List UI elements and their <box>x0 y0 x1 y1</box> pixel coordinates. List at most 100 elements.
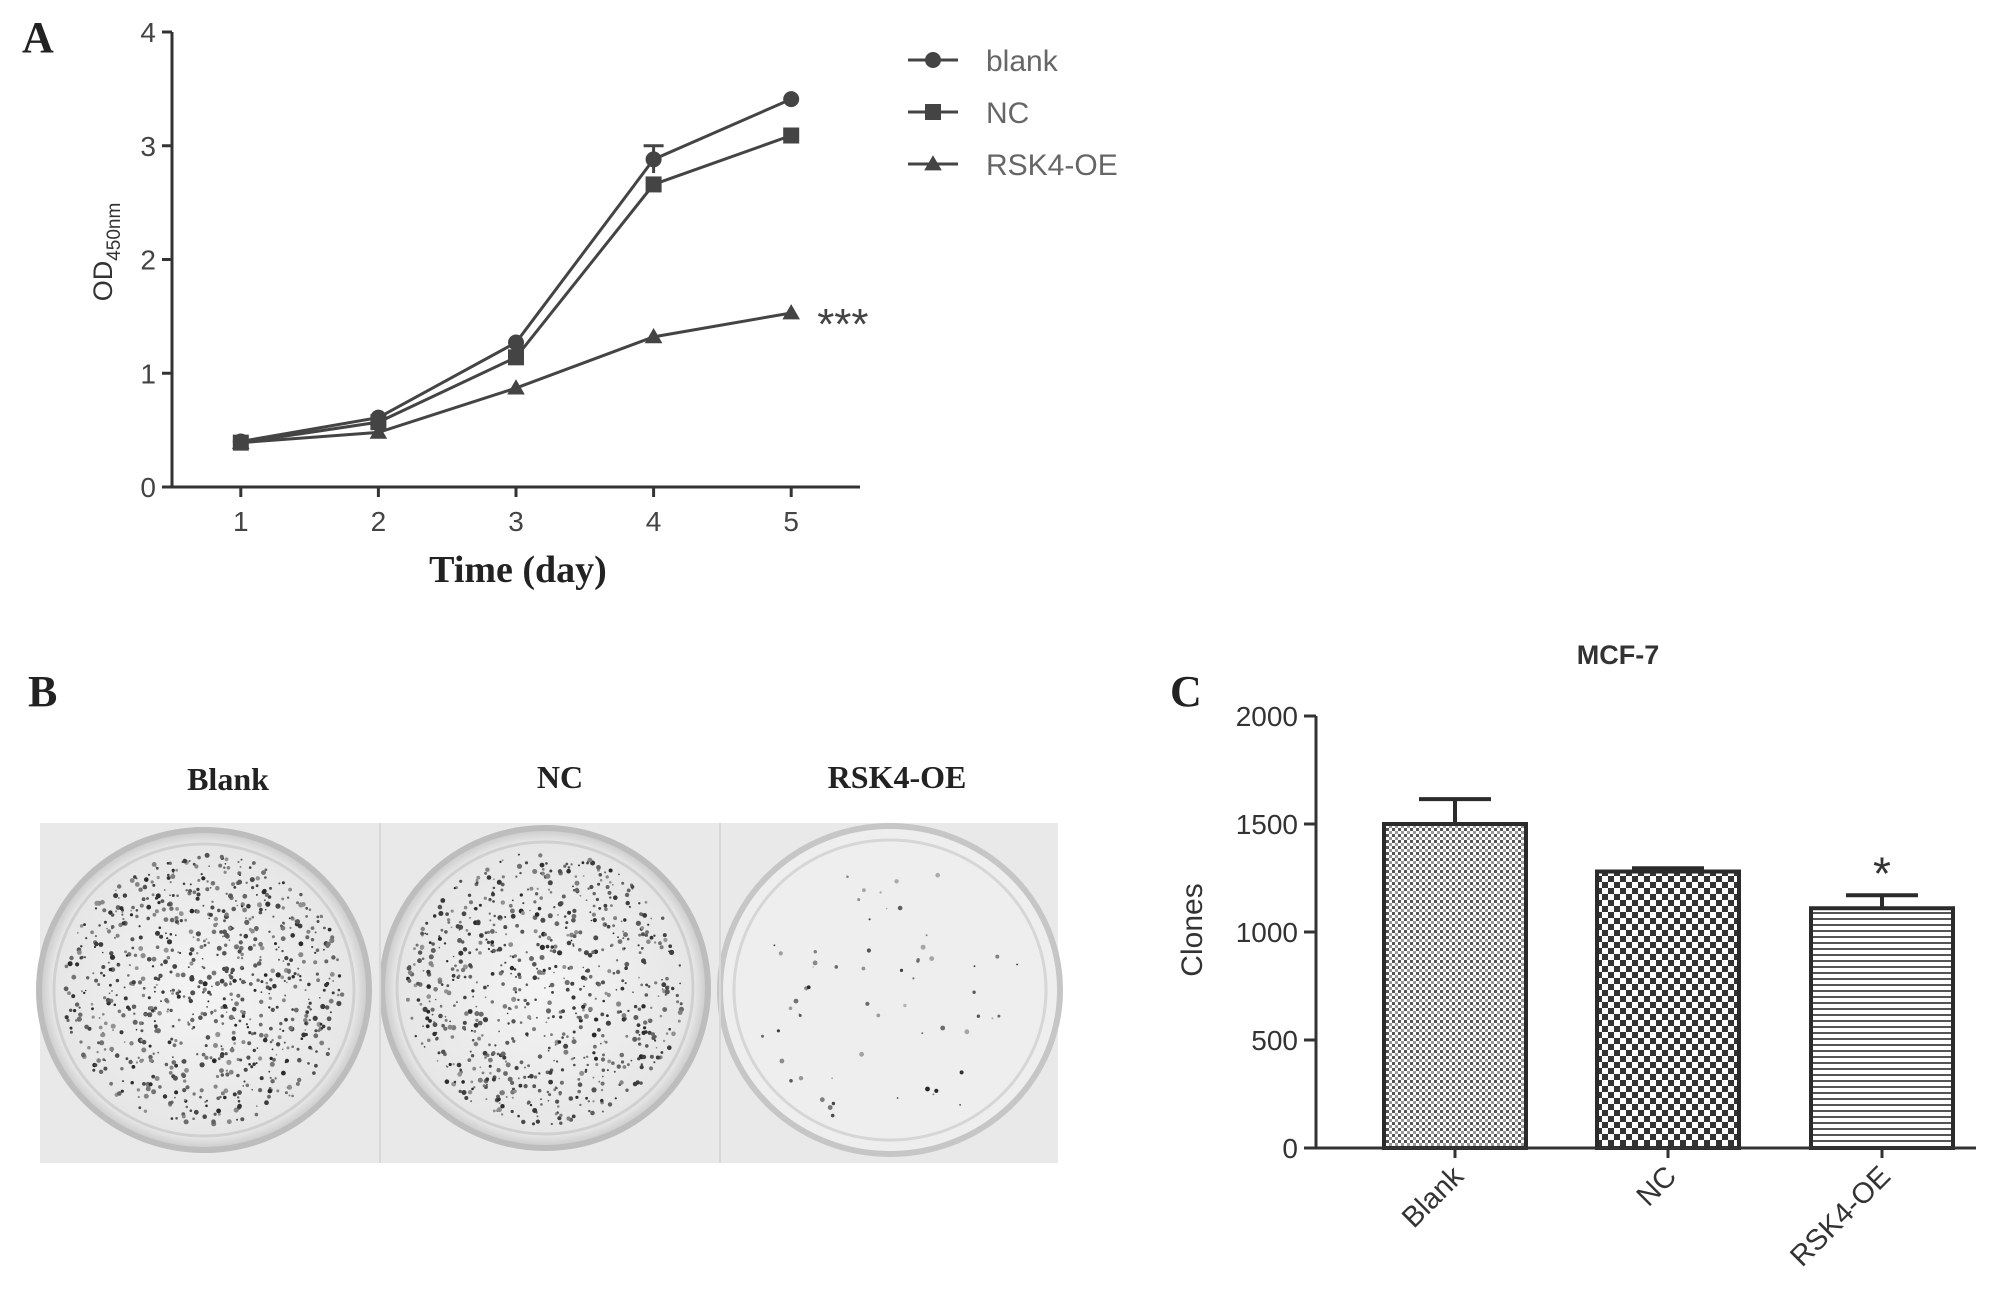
colony <box>319 1040 325 1046</box>
colony <box>208 865 211 867</box>
colony <box>269 1026 273 1031</box>
colony <box>197 878 201 882</box>
colony <box>859 1051 864 1057</box>
colony <box>512 1039 516 1043</box>
colony <box>109 951 114 956</box>
colony <box>166 1010 169 1013</box>
colony <box>420 926 425 932</box>
colony <box>879 891 882 894</box>
colony <box>575 1095 579 1099</box>
colony <box>223 1095 227 1100</box>
colony <box>225 1069 228 1072</box>
colony <box>115 994 118 997</box>
colony <box>174 916 179 921</box>
colony <box>299 892 303 897</box>
colony <box>85 937 88 940</box>
colony <box>75 1019 78 1022</box>
colony <box>140 1038 144 1042</box>
colony <box>138 946 144 951</box>
colony <box>147 1012 153 1018</box>
colony <box>613 916 618 921</box>
colony <box>866 948 872 953</box>
colony <box>472 1066 477 1071</box>
colony <box>595 897 600 902</box>
colony <box>240 1009 244 1014</box>
colony <box>216 1096 220 1101</box>
colony <box>295 1081 300 1086</box>
colony <box>493 914 496 918</box>
colony <box>607 969 612 974</box>
panel-c-clone-bar-chart: C MCF-7 Clones Blank NC RSK4-OE05001000150… <box>1170 640 1976 1273</box>
colony <box>577 1015 582 1020</box>
colony <box>115 978 120 983</box>
colony <box>272 1057 276 1062</box>
colony <box>187 1021 190 1024</box>
colony <box>272 983 277 989</box>
category-label-nc: NC <box>1631 1160 1683 1212</box>
colony <box>94 941 99 947</box>
colony <box>488 1064 492 1068</box>
colony <box>428 1019 432 1023</box>
colony <box>216 1108 222 1114</box>
colony <box>252 861 256 865</box>
colony <box>426 933 429 936</box>
colony <box>503 943 507 947</box>
colony <box>200 873 203 876</box>
colony <box>133 1012 136 1015</box>
colony <box>621 1017 626 1022</box>
colony <box>248 917 252 921</box>
colony <box>81 1052 86 1058</box>
colony <box>539 872 542 875</box>
colony <box>491 1077 496 1082</box>
colony <box>115 889 117 892</box>
colony <box>551 1015 555 1019</box>
colony <box>191 1027 194 1030</box>
colony <box>592 1076 595 1079</box>
colony <box>554 1112 558 1116</box>
colony <box>153 1006 158 1010</box>
colony <box>449 1020 451 1023</box>
colony <box>610 904 613 907</box>
colony <box>585 968 591 973</box>
colony <box>329 1011 332 1014</box>
colony <box>588 1006 593 1012</box>
colony <box>269 1076 272 1079</box>
colony <box>304 1013 309 1018</box>
colony <box>241 979 246 985</box>
colony <box>325 943 330 948</box>
colony <box>211 1119 216 1124</box>
colony <box>500 1113 504 1116</box>
colony <box>215 981 220 987</box>
colony <box>258 1088 263 1093</box>
colony <box>178 990 182 993</box>
colony <box>305 1010 310 1014</box>
legend-label: NC <box>986 97 1029 130</box>
colony <box>154 909 159 914</box>
colony <box>154 1010 156 1012</box>
data-point-rsk4-oe <box>507 379 525 395</box>
colony <box>102 1013 105 1016</box>
colony <box>192 890 197 895</box>
colony <box>664 993 667 996</box>
colony <box>973 965 976 968</box>
colony <box>191 957 196 962</box>
colony <box>579 1103 582 1107</box>
colony <box>812 960 818 966</box>
colony <box>677 1010 683 1015</box>
colony <box>622 1065 627 1069</box>
colony <box>545 862 548 865</box>
colony <box>453 887 456 890</box>
colony <box>446 960 449 963</box>
colony <box>550 1122 553 1126</box>
colony <box>587 1100 590 1103</box>
colony <box>223 870 227 874</box>
colony <box>102 908 107 913</box>
colony <box>223 866 226 869</box>
colony <box>201 957 204 960</box>
colony <box>563 1049 569 1055</box>
colony <box>67 961 73 967</box>
colony <box>171 868 175 873</box>
colony <box>475 1005 478 1008</box>
colony <box>80 990 83 993</box>
colony <box>135 914 139 919</box>
